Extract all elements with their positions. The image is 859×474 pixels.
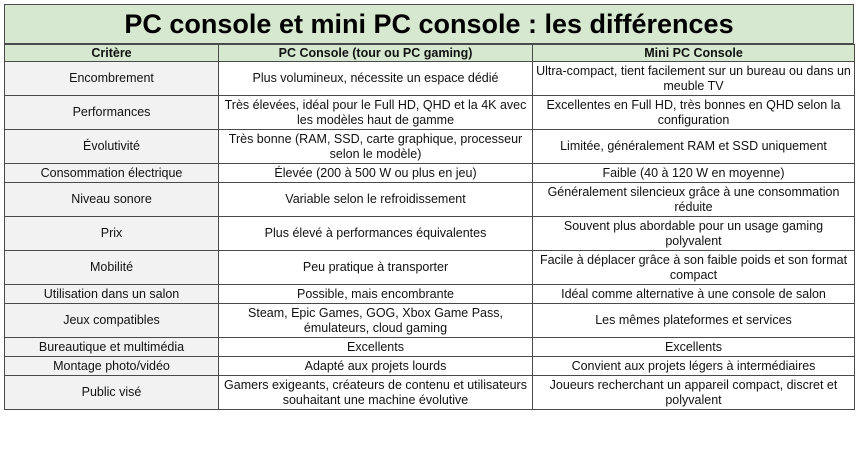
cell-critere: Bureautique et multimédia bbox=[4, 337, 219, 357]
cell-pc-console: Très élevées, idéal pour le Full HD, QHD… bbox=[218, 95, 533, 130]
cell-mini-pc-console: Les mêmes plateformes et services bbox=[532, 303, 855, 338]
table-row: Jeux compatibles Steam, Epic Games, GOG, … bbox=[4, 303, 855, 338]
header-critere: Critère bbox=[4, 44, 219, 62]
cell-pc-console: Variable selon le refroidissement bbox=[218, 182, 533, 217]
cell-pc-console: Possible, mais encombrante bbox=[218, 284, 533, 304]
cell-pc-console: Très bonne (RAM, SSD, carte graphique, p… bbox=[218, 129, 533, 164]
cell-critere: Prix bbox=[4, 216, 219, 251]
cell-mini-pc-console: Ultra-compact, tient facilement sur un b… bbox=[532, 61, 855, 96]
cell-pc-console: Élevée (200 à 500 W ou plus en jeu) bbox=[218, 163, 533, 183]
page-title: PC console et mini PC console : les diff… bbox=[4, 4, 854, 44]
comparison-table: Critère PC Console (tour ou PC gaming) M… bbox=[4, 44, 855, 410]
table-row: Mobilité Peu pratique à transporter Facile… bbox=[4, 250, 855, 285]
cell-critere: Évolutivité bbox=[4, 129, 219, 164]
cell-mini-pc-console: Excellents bbox=[532, 337, 855, 357]
cell-mini-pc-console: Convient aux projets légers à intermédia… bbox=[532, 356, 855, 376]
table-body: Encombrement Plus volumineux, nécessite u… bbox=[4, 61, 855, 410]
header-mini-pc-console: Mini PC Console bbox=[532, 44, 855, 62]
cell-critere: Montage photo/vidéo bbox=[4, 356, 219, 376]
cell-critere: Performances bbox=[4, 95, 219, 130]
cell-pc-console: Plus élevé à performances équivalentes bbox=[218, 216, 533, 251]
cell-mini-pc-console: Généralement silencieux grâce à une cons… bbox=[532, 182, 855, 217]
comparison-document: PC console et mini PC console : les diff… bbox=[4, 4, 855, 410]
header-pc-console: PC Console (tour ou PC gaming) bbox=[218, 44, 533, 62]
cell-pc-console: Plus volumineux, nécessite un espace déd… bbox=[218, 61, 533, 96]
table-row: Consommation électrique Élevée (200 à 500… bbox=[4, 163, 855, 183]
table-row: Performances Très élevées, idéal pour le … bbox=[4, 95, 855, 130]
cell-mini-pc-console: Souvent plus abordable pour un usage gam… bbox=[532, 216, 855, 251]
table-row: Bureautique et multimédia Excellents Excel… bbox=[4, 337, 855, 357]
cell-critere: Utilisation dans un salon bbox=[4, 284, 219, 304]
cell-mini-pc-console: Facile à déplacer grâce à son faible poi… bbox=[532, 250, 855, 285]
cell-critere: Mobilité bbox=[4, 250, 219, 285]
table-row: Prix Plus élevé à performances équivalent… bbox=[4, 216, 855, 251]
table-row: Montage photo/vidéo Adapté aux projets lo… bbox=[4, 356, 855, 376]
cell-critere: Encombrement bbox=[4, 61, 219, 96]
table-row: Encombrement Plus volumineux, nécessite u… bbox=[4, 61, 855, 96]
cell-critere: Niveau sonore bbox=[4, 182, 219, 217]
cell-pc-console: Adapté aux projets lourds bbox=[218, 356, 533, 376]
table-row: Utilisation dans un salon Possible, mais … bbox=[4, 284, 855, 304]
table-row: Public visé Gamers exigeants, créateurs d… bbox=[4, 375, 855, 410]
cell-mini-pc-console: Excellentes en Full HD, très bonnes en Q… bbox=[532, 95, 855, 130]
cell-pc-console: Excellents bbox=[218, 337, 533, 357]
cell-mini-pc-console: Limitée, généralement RAM et SSD uniquem… bbox=[532, 129, 855, 164]
table-row: Niveau sonore Variable selon le refroidis… bbox=[4, 182, 855, 217]
cell-mini-pc-console: Idéal comme alternative à une console de… bbox=[532, 284, 855, 304]
cell-pc-console: Gamers exigeants, créateurs de contenu e… bbox=[218, 375, 533, 410]
table-header-row: Critère PC Console (tour ou PC gaming) M… bbox=[4, 44, 855, 62]
cell-pc-console: Steam, Epic Games, GOG, Xbox Game Pass, … bbox=[218, 303, 533, 338]
cell-critere: Jeux compatibles bbox=[4, 303, 219, 338]
table-row: Évolutivité Très bonne (RAM, SSD, carte g… bbox=[4, 129, 855, 164]
cell-mini-pc-console: Faible (40 à 120 W en moyenne) bbox=[532, 163, 855, 183]
cell-mini-pc-console: Joueurs recherchant un appareil compact,… bbox=[532, 375, 855, 410]
cell-pc-console: Peu pratique à transporter bbox=[218, 250, 533, 285]
cell-critere: Public visé bbox=[4, 375, 219, 410]
cell-critere: Consommation électrique bbox=[4, 163, 219, 183]
